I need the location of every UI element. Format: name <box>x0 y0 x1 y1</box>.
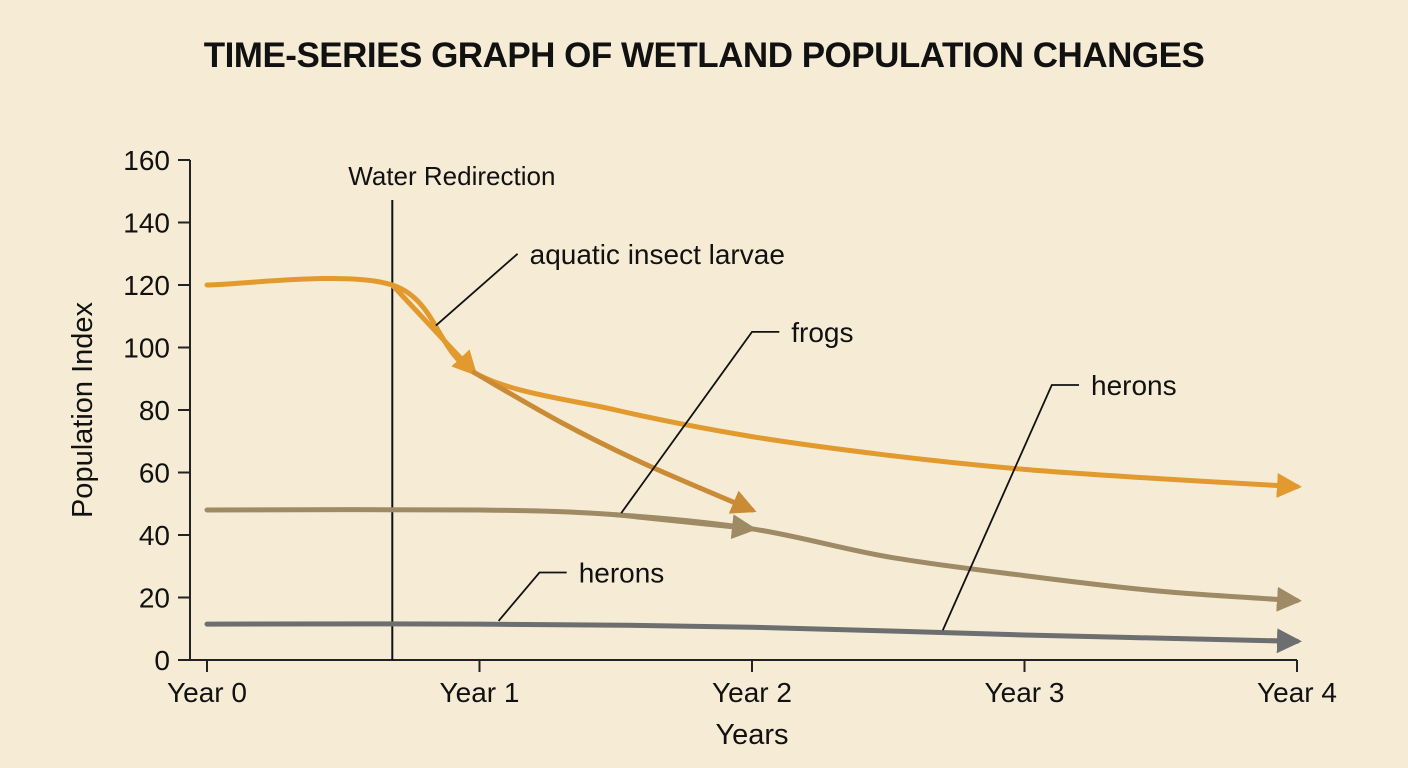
y-tick-label: 0 <box>154 645 170 676</box>
x-tick-label: Year 2 <box>712 677 792 708</box>
y-tick-label: 20 <box>139 583 170 614</box>
series-herons-line <box>204 621 1302 654</box>
mid-arrow <box>613 512 757 540</box>
y-tick-label: 60 <box>139 458 170 489</box>
y-tick-label: 80 <box>139 395 170 426</box>
y-tick-label: 160 <box>123 145 170 176</box>
series-group <box>204 276 1302 654</box>
x-tick-label: Year 0 <box>167 677 247 708</box>
annotation-leader <box>497 571 567 622</box>
annotation-label: aquatic insect larvae <box>530 239 785 270</box>
annotation-label: herons <box>1091 370 1177 401</box>
y-tick-label: 100 <box>123 333 170 364</box>
annotations-group: aquatic insect larvae frogs herons herons <box>435 239 1177 631</box>
annotation-leader <box>941 384 1079 631</box>
y-tick-label: 40 <box>139 520 170 551</box>
y-tick-label: 140 <box>123 208 170 239</box>
chart-title: TIME-SERIES GRAPH OF WETLAND POPULATION … <box>203 36 1205 75</box>
series-larvae-decline-line <box>471 370 757 514</box>
y-tick-label: 120 <box>123 270 170 301</box>
x-tick-label: Year 4 <box>1257 677 1337 708</box>
annotation-label: herons <box>579 558 665 589</box>
annotation-leader <box>435 253 519 327</box>
mid-arrow <box>389 282 478 377</box>
y-axis-label: Population Index <box>67 301 99 518</box>
series-aquatic-insect-larvae-line <box>204 276 1302 498</box>
x-tick-label: Year 3 <box>985 677 1065 708</box>
x-tick-label: Year 1 <box>440 677 520 708</box>
axes-group: 0 20 40 60 80 100 120 140 160 Year 0 Year 1 Year 2 Y… <box>67 145 1337 751</box>
series-frogs-line <box>204 507 1302 612</box>
annotation-label: frogs <box>791 317 853 348</box>
x-axis-label: Years <box>715 719 788 751</box>
event-label: Water Redirection <box>348 161 555 191</box>
annotation-leader <box>620 330 780 514</box>
